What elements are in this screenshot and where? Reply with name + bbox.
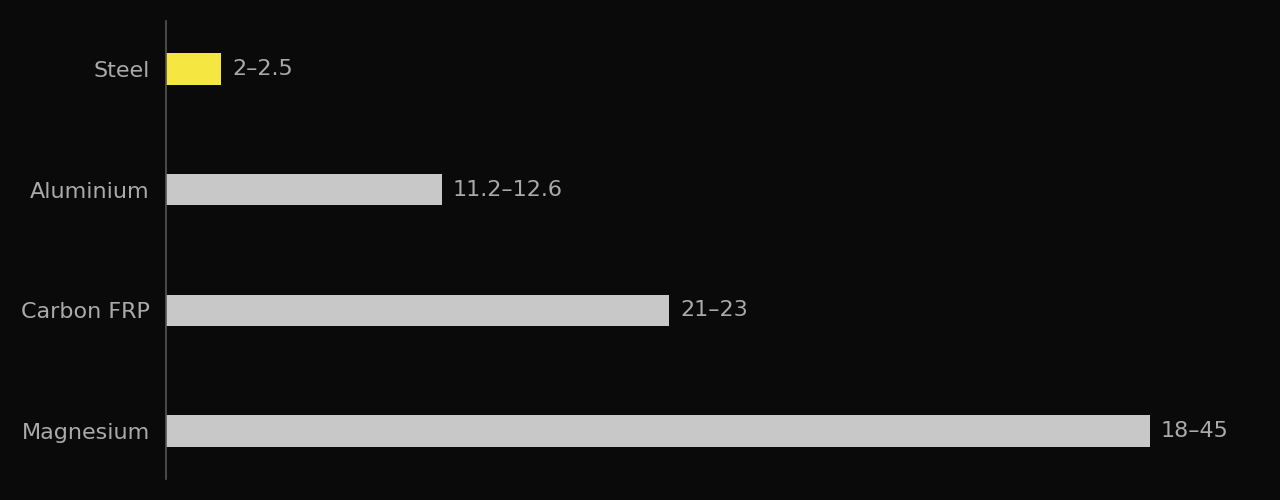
Bar	[166, 174, 442, 206]
Bar	[166, 294, 669, 326]
Text: 2–2.5: 2–2.5	[232, 59, 293, 79]
Bar	[166, 415, 1149, 446]
Text: 18–45: 18–45	[1161, 421, 1229, 441]
Bar	[166, 54, 221, 85]
Text: 11.2–12.6: 11.2–12.6	[453, 180, 563, 200]
Text: 21–23: 21–23	[680, 300, 748, 320]
